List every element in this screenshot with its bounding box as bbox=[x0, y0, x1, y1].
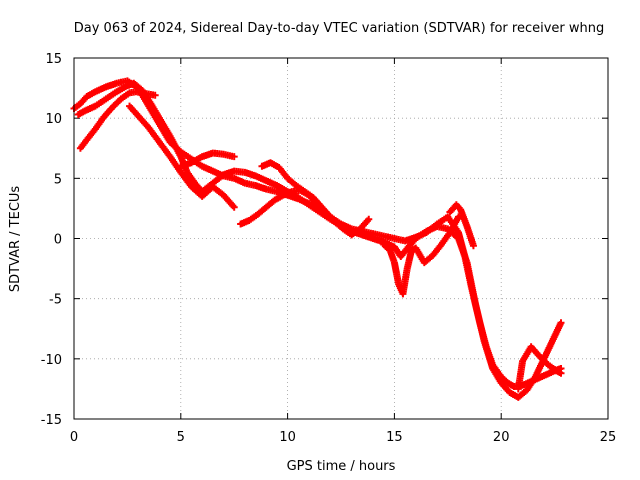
series-10 bbox=[514, 343, 565, 393]
data-point bbox=[230, 203, 238, 211]
y-tick-label: 5 bbox=[54, 172, 62, 187]
y-tick-label: -15 bbox=[41, 413, 62, 428]
x-tick-label: 0 bbox=[70, 430, 78, 445]
series-8 bbox=[380, 213, 462, 298]
series-9 bbox=[446, 201, 477, 250]
y-tick-label: 15 bbox=[45, 52, 62, 67]
data-point bbox=[365, 215, 373, 223]
data-point bbox=[343, 227, 351, 235]
y-tick-label: 10 bbox=[45, 112, 62, 127]
y-tick-label: -5 bbox=[49, 293, 62, 308]
x-tick-label: 10 bbox=[279, 430, 296, 445]
y-tick-label: -10 bbox=[41, 353, 62, 368]
plot-frame bbox=[73, 57, 609, 420]
x-tick-label: 20 bbox=[493, 430, 510, 445]
data-point bbox=[230, 153, 238, 161]
data-point bbox=[557, 319, 565, 327]
data-point bbox=[151, 91, 159, 99]
x-tick-label: 25 bbox=[600, 430, 617, 445]
y-axis-label: SDTVAR / TECUs bbox=[8, 186, 23, 293]
series-5 bbox=[177, 149, 238, 170]
series-7 bbox=[258, 159, 351, 235]
series-3 bbox=[76, 88, 159, 152]
x-tick-label: 15 bbox=[386, 430, 403, 445]
series-4 bbox=[126, 102, 238, 211]
data-points bbox=[70, 77, 565, 401]
x-tick-label: 5 bbox=[177, 430, 185, 445]
grid-lines bbox=[74, 58, 608, 419]
x-axis-label: GPS time / hours bbox=[287, 459, 396, 474]
data-point bbox=[557, 369, 565, 377]
y-tick-label: 0 bbox=[54, 233, 62, 248]
chart-title: Day 063 of 2024, Sidereal Day-to-day VTE… bbox=[74, 21, 605, 36]
axis-ticks: 0 5 10 15 20 25 -15 -10 -5 0 5 10 15 bbox=[41, 52, 617, 445]
data-point bbox=[469, 242, 477, 250]
